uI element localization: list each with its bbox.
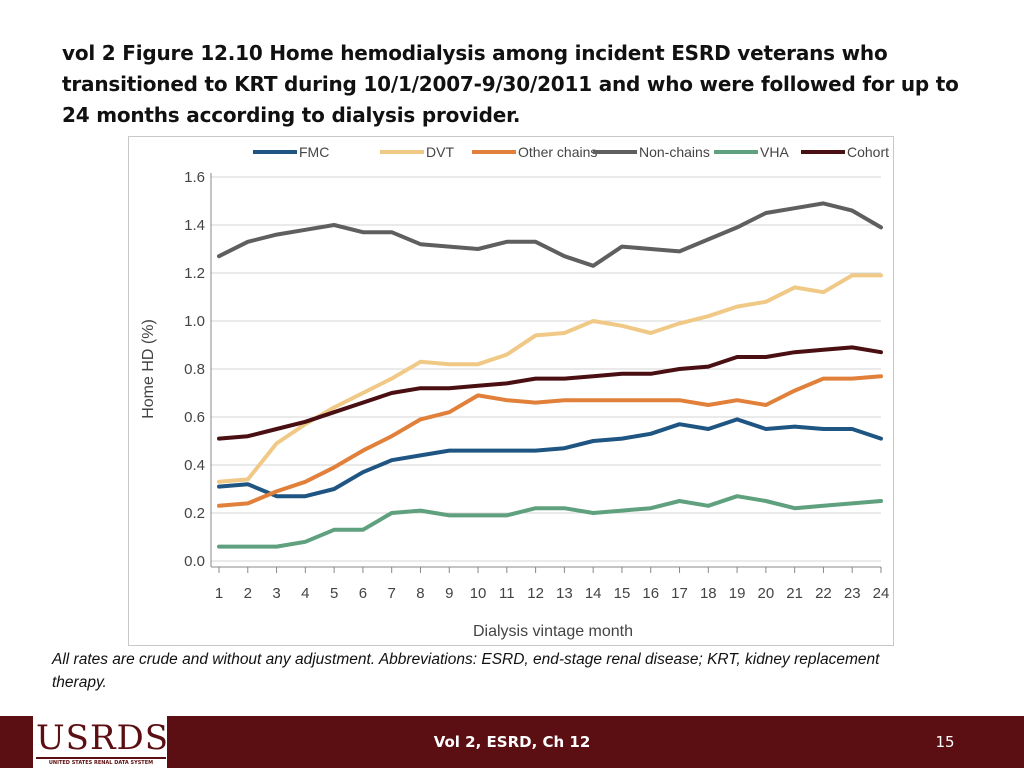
y-tick-label: 1.6 xyxy=(184,169,205,186)
legend-label: DVT xyxy=(426,144,454,160)
x-tick-label: 22 xyxy=(815,585,832,602)
x-tick-label: 15 xyxy=(614,585,631,602)
footnote: All rates are crude and without any adju… xyxy=(52,651,880,691)
y-tick-label: 0.6 xyxy=(184,409,205,426)
series-line-dvt xyxy=(217,273,883,484)
x-tick-label: 7 xyxy=(388,585,396,602)
x-tick-label: 16 xyxy=(642,585,659,602)
axis-layer: 0.00.20.40.60.81.01.21.41.61 2 3 4 5 6 7 8 9 10 11… xyxy=(184,169,889,602)
page-number: 15 xyxy=(935,733,955,751)
x-tick-label: 4 xyxy=(301,585,309,602)
x-tick-label: 14 xyxy=(585,585,602,602)
x-tick-label: 21 xyxy=(786,585,803,602)
series-line-fmc xyxy=(217,417,883,499)
x-tick-label: 5 xyxy=(330,585,338,602)
chart-frame: 0.0 0.2 0.4 0.6 0.8 1.0 1.2 1.4 1.6 1 2 3 4 5 6 7 8 9 10 11… xyxy=(128,136,894,646)
x-tick-label: 19 xyxy=(729,585,746,602)
y-tick-label: 0.8 xyxy=(184,361,205,378)
y-tick-label: 0.0 xyxy=(184,553,205,570)
usrds-logo: USRDS UNITED STATES RENAL DATA SYSTEM xyxy=(33,716,170,768)
x-tick-label: 8 xyxy=(416,585,424,602)
x-tick-label: 12 xyxy=(527,585,544,602)
x-tick-label: 3 xyxy=(272,585,280,602)
x-tick-label: 6 xyxy=(359,585,367,602)
series-line-other-chains xyxy=(217,374,883,508)
x-tick-label: 2 xyxy=(244,585,252,602)
series-line-non-chains xyxy=(217,201,883,268)
series-line-cohort xyxy=(217,345,883,441)
y-tick-label: 0.2 xyxy=(184,505,205,522)
x-tick-label: 13 xyxy=(556,585,573,602)
legend-label: VHA xyxy=(760,144,789,160)
y-tick-label: 1.0 xyxy=(184,313,205,330)
legend-label: Other chains xyxy=(518,144,597,160)
logo-wordmark: USRDS xyxy=(36,718,170,758)
legend-label: Non-chains xyxy=(639,144,710,160)
x-tick-label: 9 xyxy=(445,585,453,602)
x-tick-label: 23 xyxy=(844,585,861,602)
y-tick-label: 0.4 xyxy=(184,457,205,474)
legend-label: Cohort xyxy=(847,144,889,160)
series-line-vha xyxy=(217,494,883,549)
logo-rule xyxy=(36,757,166,759)
x-tick-label: 1 xyxy=(215,585,223,602)
logo-subtext: UNITED STATES RENAL DATA SYSTEM xyxy=(48,760,154,766)
x-tick-label: 10 xyxy=(470,585,487,602)
footer-chapter-label: Vol 2, ESRD, Ch 12 xyxy=(433,733,591,751)
x-tick-label: 20 xyxy=(758,585,775,602)
legend-layer: FMC DVT Other chains Non-chains VHA Cohort xyxy=(253,144,889,160)
x-tick-label: 18 xyxy=(700,585,717,602)
y-axis-label: Home HD (%) xyxy=(140,319,157,419)
legend-label: FMC xyxy=(299,144,329,160)
x-tick-label: 11 xyxy=(499,585,515,602)
x-tick-label: 17 xyxy=(671,585,688,602)
footer-bar xyxy=(0,716,1024,768)
x-axis-label: Dialysis vintage month xyxy=(473,623,633,640)
y-tick-label: 1.2 xyxy=(184,265,205,282)
slide-title: vol 2 Figure 12.10 Home hemodialysis amo… xyxy=(62,41,959,127)
series-layer xyxy=(217,201,883,549)
y-tick-label: 1.4 xyxy=(184,217,205,234)
x-tick-label: 24 xyxy=(873,585,890,602)
home-hd-line-chart: 0.00.20.40.60.81.01.21.41.61 2 3 4 5 6 7 8 9 10 11… xyxy=(140,144,889,640)
